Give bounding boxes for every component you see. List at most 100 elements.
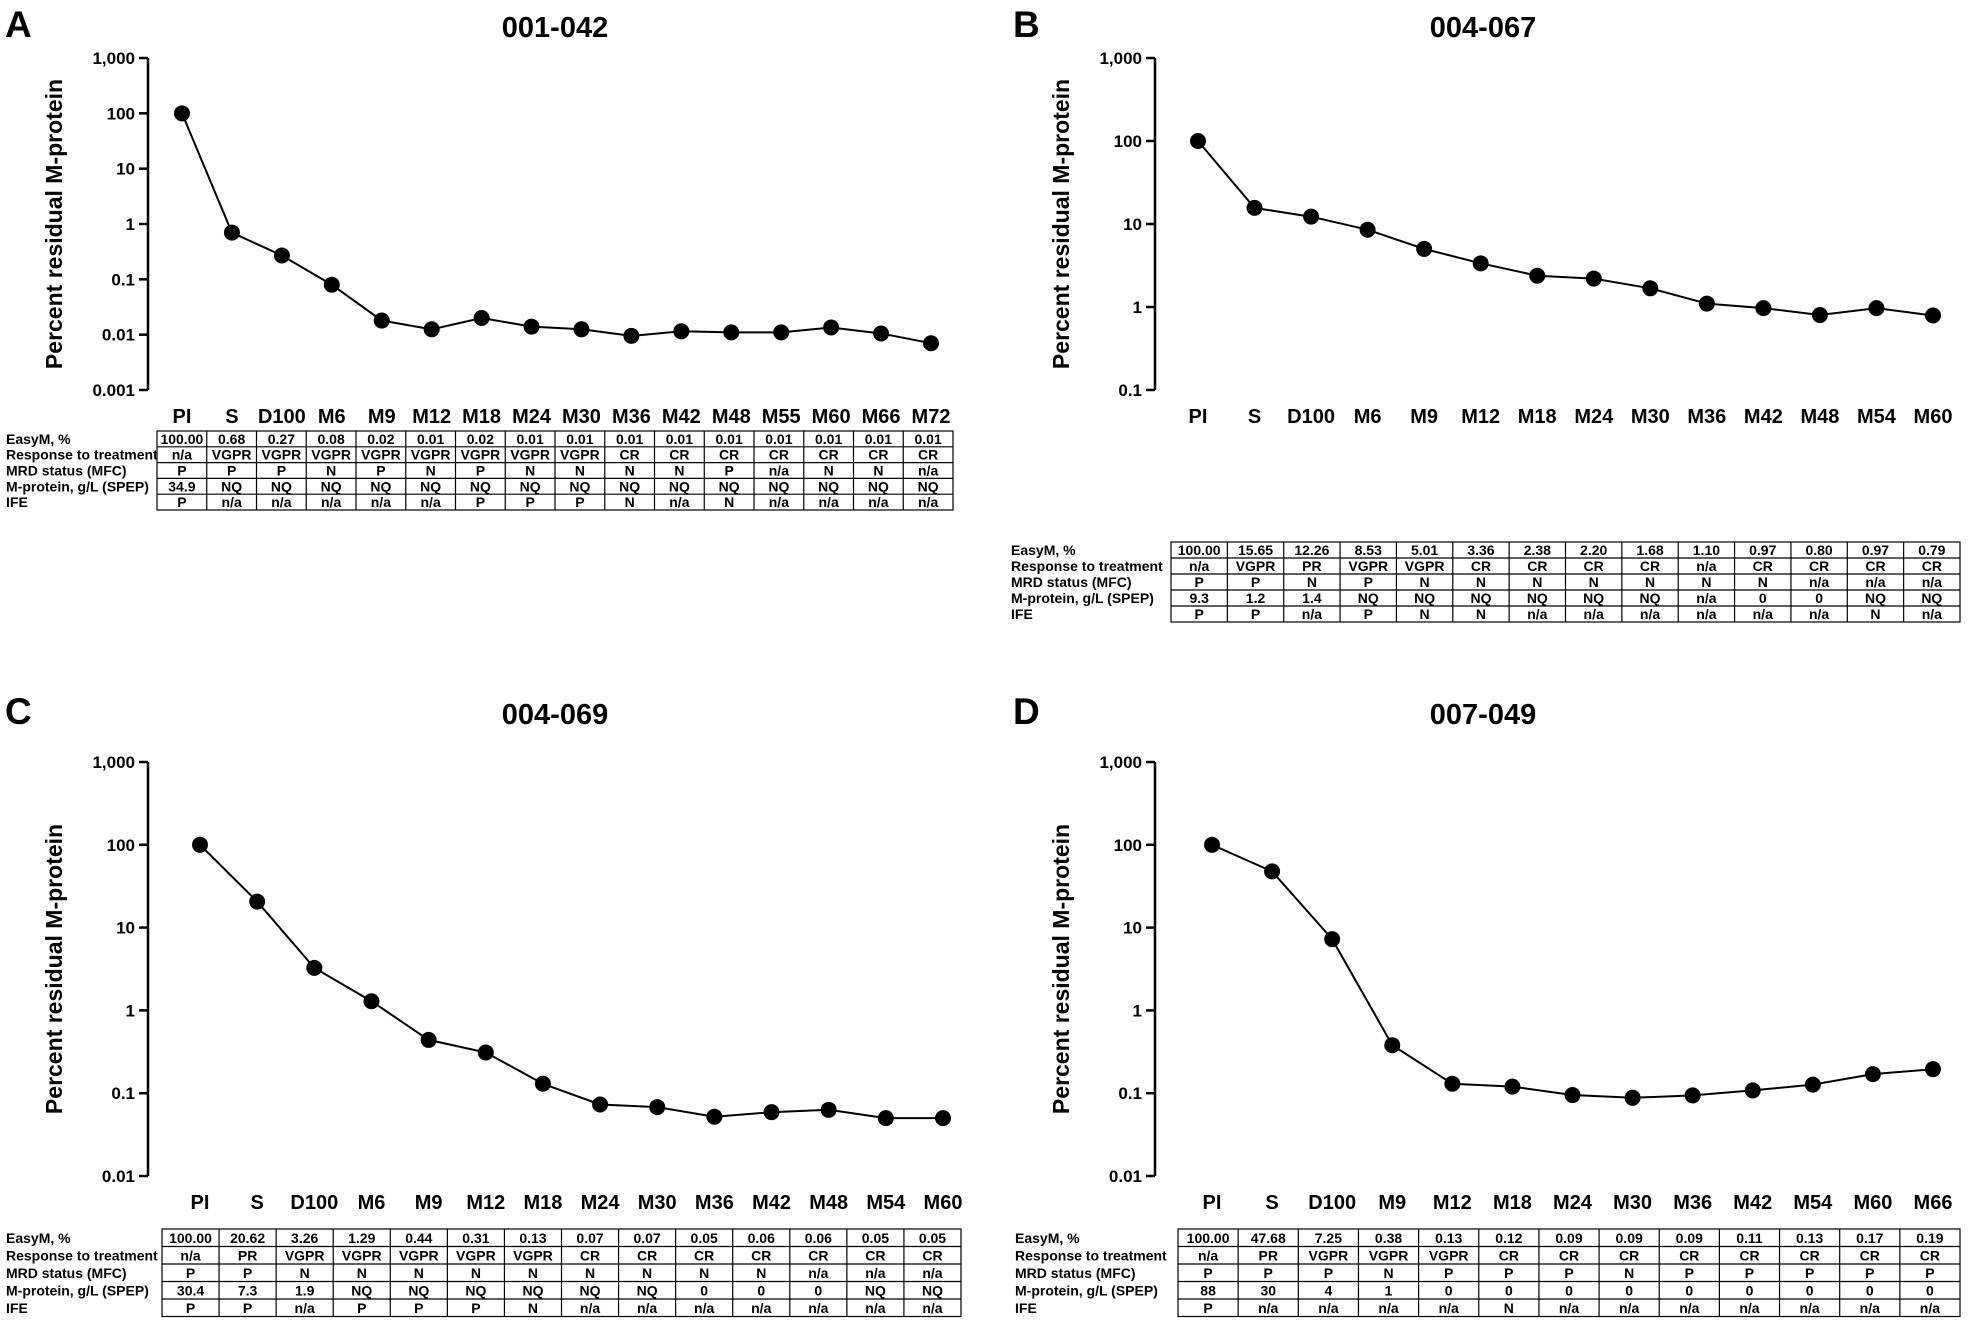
table-cell: VGPR [461,447,501,463]
table-cell: NQ [1921,590,1942,606]
table-cell: 0.38 [1375,1230,1402,1246]
x-tick-label: M24 [581,1192,621,1214]
x-tick-label: S [1248,406,1261,428]
table-cell: 100.00 [1178,542,1221,558]
table-cell: VGPR [456,1247,496,1263]
table-cell: N [642,1265,652,1281]
y-axis-label: Percent residual M-protein [1048,79,1074,369]
data-point [174,105,190,122]
table-cell: 0.08 [318,431,345,447]
data-point [1444,1075,1461,1092]
x-tick-label: M36 [1673,1192,1712,1214]
table-cell: P [1685,1265,1694,1281]
table-cell: CR [1559,1247,1579,1263]
y-tick-label: 1 [1133,298,1142,317]
table-cell: NQ [1583,590,1604,606]
table-cell: 0.07 [633,1230,660,1246]
table-cell: NQ [1640,590,1661,606]
table-cell: 100.00 [1187,1230,1230,1246]
table-cell: P [1364,606,1373,622]
table-row-label: M-protein, g/L (SPEP) [6,1282,149,1298]
table-cell: 2.38 [1524,542,1551,558]
table-cell: 0.13 [1796,1230,1823,1246]
table-cell: 0.05 [691,1230,718,1246]
table-cell: VGPR [1348,558,1388,574]
table-cell: VGPR [285,1247,325,1263]
table-cell: 0.11 [1736,1230,1763,1246]
data-point [623,327,640,344]
x-tick-label: M54 [866,1192,906,1214]
table-row-label: M-protein, g/L (SPEP) [6,478,149,494]
table-cell: VGPR [513,1247,553,1263]
x-tick-label: M30 [562,406,601,428]
table-cell: 0 [1806,1282,1814,1298]
table-cell: VGPR [342,1247,382,1263]
table-cell: n/a [1860,1300,1880,1316]
data-point [1472,255,1489,272]
table-cell: 1.9 [295,1282,315,1298]
table-cell: NQ [520,478,541,494]
x-tick-label: M60 [1853,1192,1892,1214]
table-cell: n/a [1640,606,1660,622]
data-point [820,1101,837,1118]
x-tick-label: M60 [1914,406,1953,428]
y-tick-label: 100 [107,104,135,123]
x-tick-label: S [1265,1192,1278,1214]
y-tick-label: 0.1 [1118,381,1142,400]
table-cell: n/a [1302,606,1322,622]
table-cell: P [1264,1265,1273,1281]
x-tick-label: M55 [762,406,801,428]
x-tick-label: M12 [412,406,451,428]
panel-letter: D [1013,691,1040,732]
table-cell: NQ [221,478,242,494]
data-point [592,1096,609,1113]
table-cell: 0 [1445,1282,1453,1298]
table-cell: n/a [808,1265,828,1281]
x-tick-label: M6 [1354,406,1382,428]
table-cell: CR [1499,1247,1519,1263]
table-cell: 0.09 [1616,1230,1643,1246]
x-tick-label: M36 [612,406,651,428]
table-row-label: MRD status (MFC) [6,1265,127,1281]
data-point [1925,1061,1941,1078]
table-cell: 100.00 [169,1230,212,1246]
table-cell: CR [669,447,689,463]
table-cell: P [525,494,534,510]
table-cell: n/a [865,1265,885,1281]
table-cell: N [1476,606,1486,622]
x-tick-label: D100 [258,406,306,428]
table-cell: NQ [271,478,292,494]
data-point [1804,1076,1821,1093]
table-cell: 0 [1815,590,1823,606]
table-cell: P [1745,1265,1754,1281]
data-point [223,224,240,241]
table-cell: 0.13 [1435,1230,1462,1246]
table-cell: 0.01 [666,431,693,447]
series-line [1197,140,1934,317]
x-tick-label: M36 [1687,406,1726,428]
table-cell: NQ [1470,590,1491,606]
table-row-label: Response to treatment [1011,558,1163,574]
y-axis-label: Percent residual M-protein [41,824,67,1114]
table-cell: 0 [1685,1282,1693,1298]
data-point [1529,267,1546,284]
table-cell: n/a [172,447,192,463]
table-cell: P [724,463,733,479]
table-cell: n/a [769,463,789,479]
data-point [534,1075,551,1092]
data-point [877,1110,894,1127]
data-point [1303,208,1320,225]
table-cell: P [1195,574,1204,590]
table-cell: CR [1739,1247,1759,1263]
table-cell: n/a [751,1300,771,1316]
table-cell: CR [1920,1247,1940,1263]
table-cell: 7.25 [1315,1230,1342,1246]
table-row-label: MRD status (MFC) [1015,1265,1136,1281]
table-row-label: IFE [1015,1300,1037,1316]
data-point [1384,1037,1401,1054]
data-table: EasyM, % 100.00 0.68 0.27 0.08 0.02 0.01 0.02 0.… [6,430,954,511]
table-cell: n/a [1696,606,1716,622]
table-cell: N [1870,606,1880,622]
table-cell: 0.01 [517,431,544,447]
table-cell: n/a [271,494,291,510]
